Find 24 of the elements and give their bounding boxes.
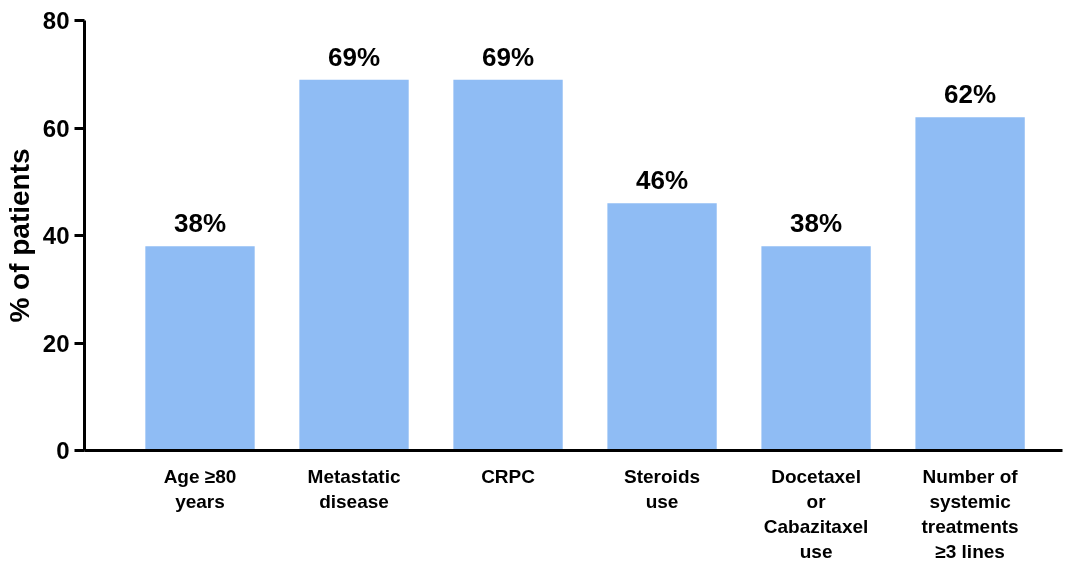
x-tick-label: Docetaxel or Cabazitaxel use [763, 465, 869, 563]
x-tick-label: Age ≥80 years [163, 465, 237, 512]
x-tick-label: CRPC [481, 465, 536, 487]
data-label: 69% [482, 41, 535, 72]
y-tick-label: 80 [42, 7, 70, 34]
y-tick-label: 60 [42, 114, 70, 142]
bar [299, 79, 409, 451]
bar [915, 117, 1025, 451]
data-label: 38% [173, 208, 227, 239]
data-label: 69% [328, 41, 381, 72]
y-tick-label: 0 [56, 437, 70, 464]
bar [145, 246, 255, 451]
bar [607, 203, 717, 451]
data-label: 38% [790, 208, 843, 239]
y-tick-label: 40 [42, 222, 70, 249]
x-tick-label: Number of systemic treatments ≥3 lines [921, 465, 1019, 563]
bar [453, 79, 563, 451]
x-tick-label: Steroids use [624, 465, 701, 512]
y-axis-title: % of patients [3, 148, 35, 323]
data-label: 62% [944, 79, 997, 110]
data-label: 46% [636, 165, 689, 196]
x-tick-label: Metastatic disease [307, 465, 401, 512]
bar [761, 246, 871, 451]
y-tick-label: 20 [42, 329, 70, 357]
